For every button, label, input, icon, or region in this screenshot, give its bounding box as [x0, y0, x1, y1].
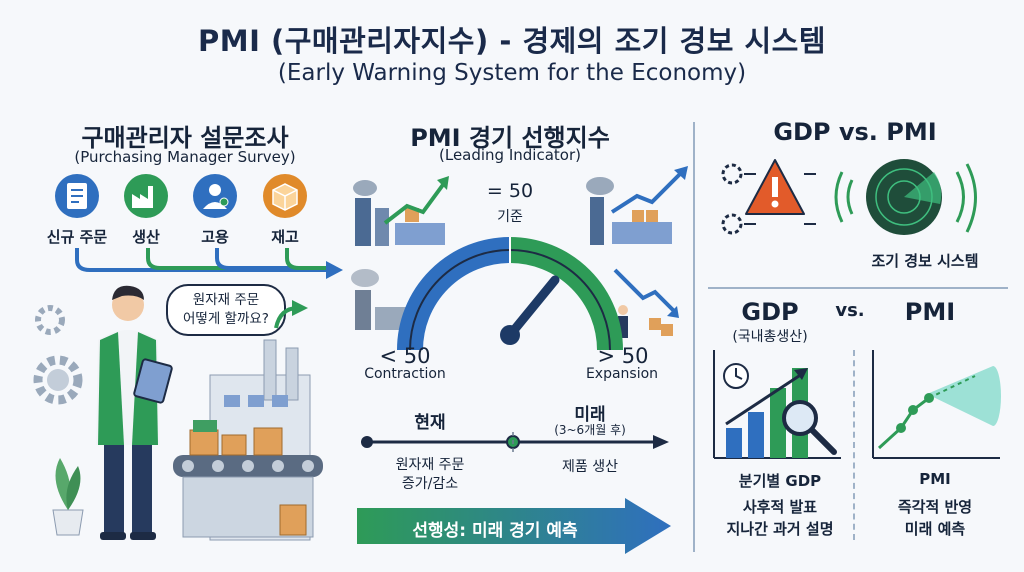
box-icon [263, 174, 307, 218]
timeline-now-label: 현재 [414, 413, 446, 433]
pmi-caption: PMI [919, 470, 951, 488]
pmi-desc: 즉각적 반영 미래 예측 [865, 496, 1005, 540]
baseline-value: = 50 [486, 180, 534, 202]
gear-icon [35, 305, 65, 335]
gauge-needle [505, 275, 560, 340]
leading-banner-arrow [357, 498, 671, 554]
pmi-trend-illustration [872, 350, 1001, 459]
survey-subheading: (Purchasing Manager Survey) [74, 148, 296, 166]
now-desc-line: 원자재 주문 [395, 457, 465, 473]
gdp-desc-line: 지나간 과거 설명 [726, 520, 834, 538]
speech-bubble: 원자재 주문 어떻게 할까요? [166, 284, 286, 336]
gdp-subtitle: (국내총생산) [732, 329, 808, 345]
survey-item-label: 생산 [132, 228, 160, 246]
contraction-value: < 50 [379, 344, 431, 368]
survey-heading: 구매관리자 설문조사 [81, 124, 289, 152]
timeline-now-marker [361, 436, 373, 448]
indicator-subheading: (Leading Indicator) [439, 146, 581, 164]
speech-line: 어떻게 할까요? [183, 311, 269, 327]
pmi-desc-line: 즉각적 반영 [897, 498, 973, 516]
section-divider [693, 122, 695, 552]
factory-illustration [173, 339, 323, 541]
pmi-title: PMI [904, 298, 956, 326]
warning-icon [745, 159, 805, 215]
clipboard-icon [55, 174, 99, 218]
survey-flow-arrows [75, 248, 343, 279]
indicator-heading: PMI 경기 선행지수 [410, 124, 610, 152]
gdp-pmi-divider [853, 350, 855, 540]
gear-icon [721, 213, 743, 235]
speech-line: 원자재 주문 [192, 292, 260, 308]
pmi-desc-line: 미래 예측 [904, 520, 966, 538]
survey-item-label: 고용 [201, 228, 229, 246]
radar-icon [834, 159, 977, 235]
comparison-heading: GDP vs. PMI [773, 118, 937, 146]
decline-workers [613, 268, 679, 338]
now-desc-line: 증가/감소 [401, 476, 459, 492]
expansion-label: Expansion [585, 366, 659, 382]
timeline-future-label: 미래 [574, 405, 606, 425]
gauge-contraction-arc [397, 237, 511, 351]
gdp-desc-line: 사후적 발표 [742, 498, 818, 516]
survey-item-label: 신규 주문 [46, 228, 108, 246]
worker-icon [193, 174, 237, 218]
growth-factory-right [586, 166, 688, 245]
gear-icon [721, 163, 743, 185]
gauge-expansion-arc [509, 237, 623, 351]
gear-icon [33, 355, 83, 405]
growth-factory-left [353, 176, 449, 246]
pmi-gauge [397, 237, 623, 351]
expansion-value: > 50 [597, 344, 649, 368]
timeline-axis [361, 430, 669, 454]
contraction-label: Contraction [364, 366, 446, 382]
warning-radar-illustration [721, 159, 977, 235]
timeline-now-desc: 원자재 주문 증가/감소 [370, 456, 490, 494]
factory-icon [124, 174, 168, 218]
gdp-bar-illustration [713, 350, 841, 459]
section-divider-horizontal [708, 287, 1008, 289]
manager-figure [96, 285, 173, 540]
timeline-future-desc: 제품 생산 [562, 459, 618, 475]
survey-item-label: 재고 [271, 228, 299, 246]
gdp-caption: 분기별 GDP [738, 472, 822, 490]
vs-label: vs. [835, 300, 865, 321]
gdp-desc: 사후적 발표 지나간 과거 설명 [705, 496, 855, 540]
timeline-future-note: (3~6개월 후) [554, 423, 626, 437]
gdp-title: GDP [741, 298, 799, 326]
magnifier-icon [782, 400, 837, 455]
leading-banner-text: 선행성: 미래 경기 예측 [412, 521, 578, 541]
radar-label: 조기 경보 시스템 [871, 252, 979, 270]
page-title: PMI (구매관리자지수) - 경제의 조기 경보 시스템 [197, 24, 827, 58]
clock-icon [723, 363, 749, 389]
survey-icons [55, 174, 307, 218]
baseline-label: 기준 [497, 209, 523, 225]
manager-factory-illustration [33, 285, 323, 541]
plant-icon [52, 458, 84, 536]
page-subtitle: (Early Warning System for the Economy) [277, 60, 747, 86]
